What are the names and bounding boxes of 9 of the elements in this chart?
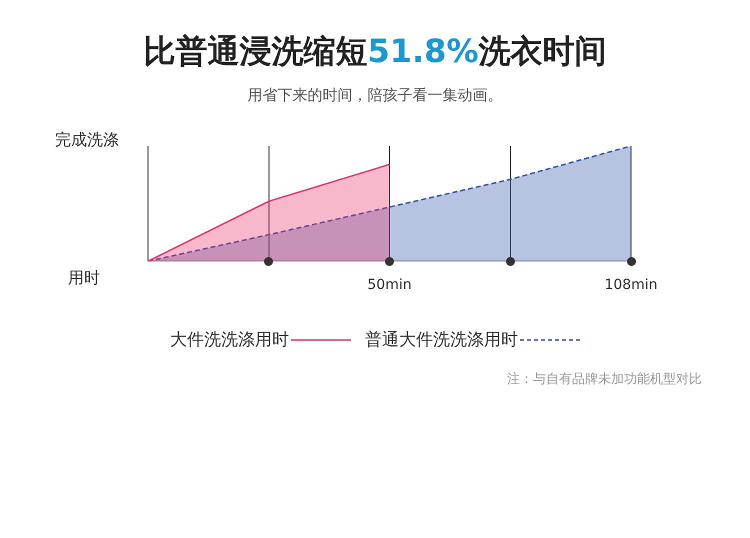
x-tick-label: 50min bbox=[367, 277, 412, 294]
text: 用时 bbox=[68, 268, 100, 289]
text: 注：与自有品牌未加功能机型对比 bbox=[507, 371, 702, 388]
x-tick-label: 108min bbox=[604, 277, 658, 294]
text: 完成洗涤 bbox=[55, 130, 119, 151]
chart-title: 比普通浸洗缩短51.8%洗衣时间 bbox=[143, 32, 606, 70]
chart-subtitle: 用省下来的时间，陪孩子看一集动画。 bbox=[246, 86, 504, 105]
legend-label: 普通大件洗洗涤用时 bbox=[365, 329, 518, 351]
legend-label: 大件洗洗涤用时 bbox=[170, 329, 289, 351]
